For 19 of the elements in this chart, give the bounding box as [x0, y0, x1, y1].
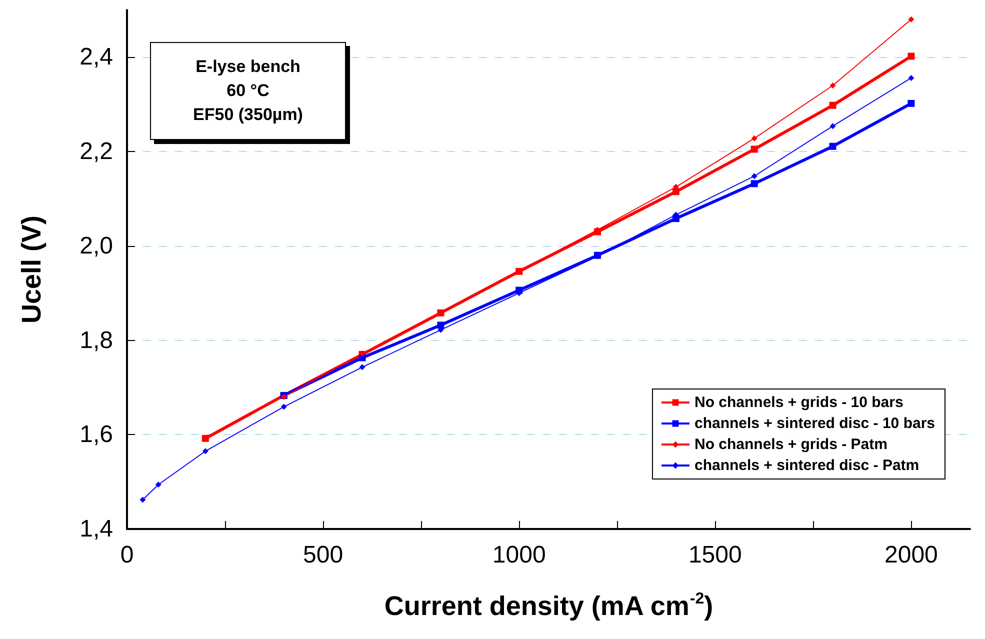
legend-label: channels + sintered disc - 10 bars — [694, 415, 936, 432]
legend-label: channels + sintered disc - Patm — [694, 457, 920, 474]
y-tick-label: 1,6 — [80, 421, 113, 448]
y-tick-label: 1,8 — [80, 326, 113, 354]
y-tick-label: 2,4 — [80, 44, 113, 71]
x-tick-label: 1500 — [688, 542, 742, 568]
legend-label: No channels + grids - 10 bars — [694, 394, 904, 411]
legend-label: No channels + grids - Patm — [694, 436, 888, 453]
annotation: E-lyse bench — [194, 56, 302, 78]
annotation: EF50 (350µm) — [192, 104, 304, 126]
y-tick-label: 1,4 — [80, 516, 113, 542]
annotation: 60 °C — [226, 80, 270, 102]
x-tick-label: 0 — [120, 542, 134, 568]
y-tick-label: 2,2 — [80, 138, 113, 166]
x-tick-label: 1000 — [492, 542, 546, 568]
x-tick-label: 2000 — [884, 542, 938, 568]
x-tick-label: 500 — [303, 542, 344, 568]
y-axis-title: Ucell (V) — [16, 215, 46, 324]
y-tick-label: 2,0 — [80, 232, 113, 260]
